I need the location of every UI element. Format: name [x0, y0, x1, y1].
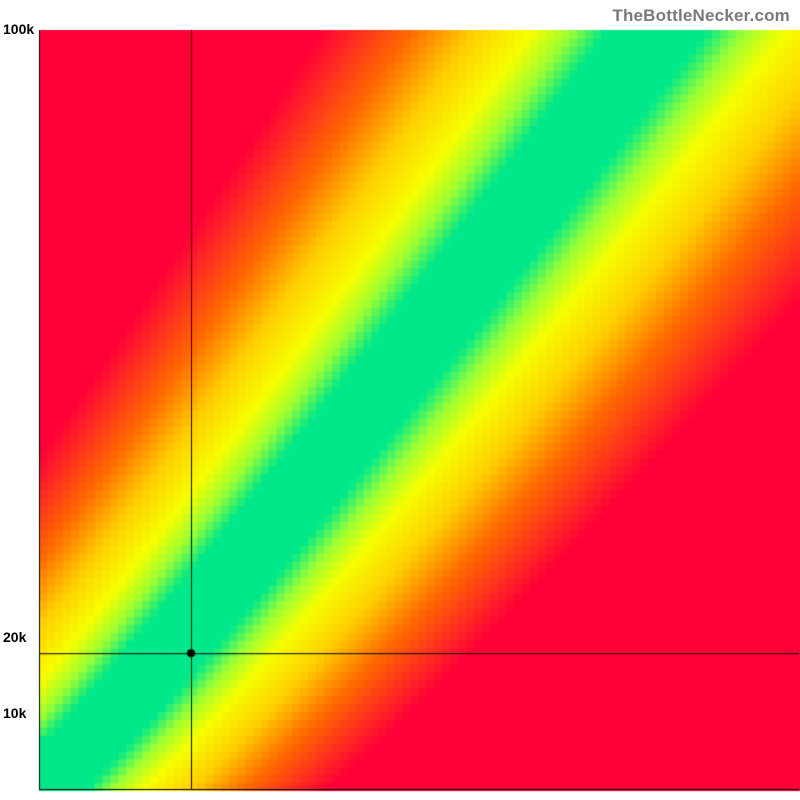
y-tick-label: 10k — [3, 705, 26, 721]
y-tick-label: 20k — [3, 629, 26, 645]
watermark-text: TheBottleNecker.com — [612, 6, 790, 26]
y-tick-label: 100k — [3, 21, 34, 37]
bottleneck-heatmap-canvas — [0, 0, 800, 800]
chart-container: TheBottleNecker.com 10k 20k 100k — [0, 0, 800, 800]
